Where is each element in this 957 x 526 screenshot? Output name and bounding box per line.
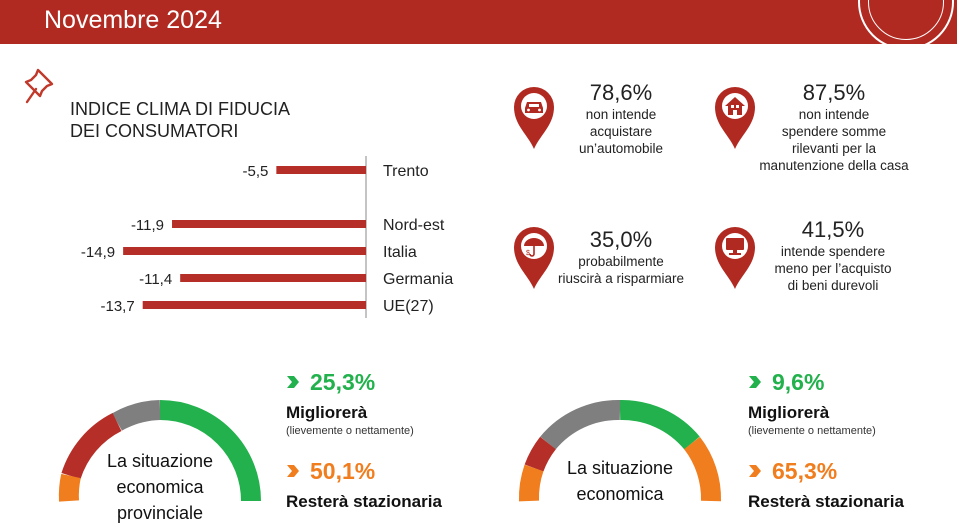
umbrella-money-icon: $ (524, 238, 544, 257)
category-label: Nord-est (383, 217, 445, 234)
car-icon (525, 102, 543, 113)
second-improve-label: Migliorerà (748, 403, 830, 422)
chamber-seal-logo (858, 0, 954, 50)
monitor-icon (726, 238, 744, 255)
page-title: Novembre 2024 (44, 6, 222, 34)
donut-second-improve-arc (619, 400, 700, 450)
provincial-improve-sub: (lievemente o nettamente) (286, 425, 414, 437)
car-marker (514, 87, 554, 149)
donut-second-worse-arc (524, 436, 557, 472)
savings-marker: $ (514, 227, 554, 289)
stat-savings-line1: probabilmente (578, 254, 664, 269)
provincial-improve: 25,3% Migliorerà (lievemente o nettament… (286, 368, 414, 438)
confidence-bar-chart: -5,5 Trento -11,9 Nord-est -14,9 Italia -11,4 G… (81, 156, 453, 318)
second-improve-value: 9,6% (772, 369, 825, 395)
stat-car-line2: acquistare (589, 124, 653, 139)
stat-house-line3: rilevanti per la (791, 141, 877, 156)
category-label: UE(27) (383, 298, 434, 315)
stat-house-line1: non intende (798, 107, 870, 122)
stat-car-value: 78,6% (589, 80, 653, 105)
donut-provincial-label-line2: economica (116, 477, 204, 497)
donut-second (518, 400, 721, 502)
donut-provincial-stable-arc (58, 473, 81, 502)
stat-car-line3: un’automobile (578, 141, 664, 156)
second-stable-value: 65,3% (772, 458, 838, 484)
chevron-right-icon (749, 465, 761, 477)
provincial-improve-label: Migliorerà (286, 403, 368, 422)
stat-house: 87,5% non intende spendere somme rilevan… (748, 80, 920, 174)
pushpin-icon (24, 68, 54, 104)
second-improve: 9,6% Migliorerà (lievemente o nettamente… (748, 368, 876, 438)
index-title-line1: INDICE CLIMA DI FIDUCIA (70, 99, 291, 119)
chevron-right-icon (749, 376, 761, 388)
chevron-right-icon (287, 465, 299, 477)
provincial-improve-value: 25,3% (310, 369, 376, 395)
bar-italia (123, 247, 366, 255)
donut-provincial-label-line1: La situazione (106, 451, 214, 471)
donut-provincial-label: La situazione economica provinciale (80, 448, 240, 526)
donut-second-label: La situazione economica (540, 455, 700, 507)
bar-value-label: -11,4 (139, 271, 172, 288)
stat-car-line1: non intende (585, 107, 657, 122)
provincial-stable: 50,1% Resterà stazionaria (286, 457, 442, 513)
donut-provincial (58, 400, 261, 502)
index-title-line2: DEI CONSUMATORI (70, 121, 239, 141)
donut-second-unknown-arc (540, 400, 621, 450)
bar-value-label: -11,9 (131, 217, 164, 234)
stat-durables-line2: meno per l’acquisto (774, 261, 892, 276)
house-marker (715, 87, 755, 149)
bar-nord-est (172, 220, 366, 228)
stat-savings-line2: riuscirà a risparmiare (557, 271, 685, 286)
second-stable: 65,3% Resterà stazionaria (748, 457, 904, 513)
bar-value-label: -13,7 (100, 298, 134, 315)
donut-second-label-line2: economica (576, 484, 664, 504)
stat-durables-line1: intende spendere (780, 244, 886, 259)
category-label: Germania (383, 271, 453, 288)
bar-germania (180, 274, 366, 282)
durables-marker (715, 227, 755, 289)
index-title: INDICE CLIMA DI FIDUCIA DEI CONSUMATORI (70, 98, 290, 142)
svg-text:$: $ (526, 250, 530, 257)
stat-savings: 35,0% probabilmente riuscirà a risparmia… (548, 227, 694, 287)
provincial-stable-value: 50,1% (310, 458, 376, 484)
stat-car: 78,6% non intende acquistare un’automobi… (548, 80, 694, 157)
category-label: Italia (383, 244, 417, 261)
category-label: Trento (383, 163, 429, 180)
stat-savings-value: 35,0% (589, 227, 653, 252)
bar-trento (276, 166, 366, 174)
header-bar: Novembre 2024 (0, 0, 957, 50)
provincial-stable-label: Resterà stazionaria (286, 492, 442, 511)
stat-durables-value: 41,5% (801, 217, 865, 242)
stat-durables-line3: di beni durevoli (787, 278, 879, 293)
stat-house-value: 87,5% (802, 80, 866, 105)
stat-house-line4: manutenzione della casa (759, 158, 909, 173)
second-improve-sub: (lievemente o nettamente) (748, 425, 876, 437)
donut-second-label-line1: La situazione (566, 458, 674, 478)
house-icon (725, 97, 745, 115)
bar-value-label: -14,9 (81, 244, 115, 261)
bar-value-label: -5,5 (242, 163, 268, 180)
donut-provincial-label-line3: provinciale (116, 503, 204, 523)
donut-provincial-unknown-arc (112, 400, 161, 431)
second-stable-label: Resterà stazionaria (748, 492, 904, 511)
stat-durables: 41,5% intende spendere meno per l’acquis… (758, 217, 908, 294)
donut-second-stable-arc (683, 436, 721, 502)
bar-ue-27- (142, 301, 366, 309)
donut-provincial-improve-arc (159, 400, 261, 502)
donut-provincial-worse-arc (61, 413, 122, 480)
stat-house-line2: spendere somme (781, 124, 887, 139)
donut-second-stable-arc-left (518, 464, 544, 502)
chevron-right-icon (287, 376, 299, 388)
